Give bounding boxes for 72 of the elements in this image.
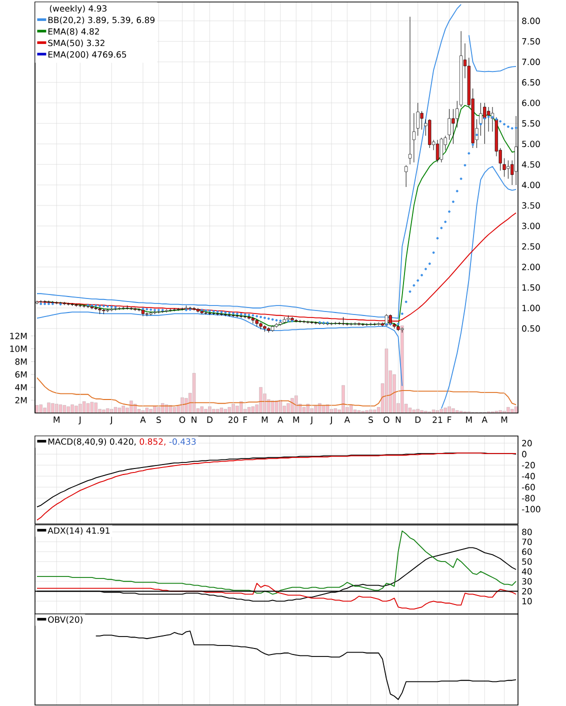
x-tick-label: M: [293, 416, 299, 423]
y2-tick-label: 6M: [15, 371, 27, 378]
y-tick-label: 50: [522, 558, 532, 565]
y2-tick-label: 12M: [10, 332, 27, 340]
y-tick-label: 3.50: [522, 202, 540, 209]
x-tick-label: D: [415, 416, 421, 423]
x-tick-label: O: [384, 416, 390, 423]
y-tick-label: 5.00: [522, 140, 540, 148]
x-tick-label: J: [310, 416, 312, 424]
x-tick-label: M: [54, 416, 60, 423]
y-tick-label: 2.00: [522, 264, 540, 270]
x-tick-label: A: [140, 416, 146, 423]
x-tick-label: D: [207, 416, 213, 423]
legend-label: EMA(200) 4769.65: [48, 51, 126, 59]
y-tick-label: 30: [522, 578, 532, 585]
y-tick-label: 1.50: [522, 284, 540, 291]
legend-label: OBV(20): [48, 616, 82, 624]
chart-title: (weekly) 4.93: [50, 5, 106, 14]
y-tick-label: 0: [522, 450, 526, 458]
x-tick-label: F: [243, 416, 248, 423]
y-tick-label: 8.00: [522, 18, 540, 24]
y-tick-label: 20: [522, 440, 532, 446]
y-tick-label: 4.00: [522, 182, 540, 188]
x-tick-label: J: [110, 416, 112, 424]
y-tick-label: 7.00: [522, 58, 540, 66]
y2-tick-label: 10M: [10, 346, 27, 352]
y-tick-label: 1.00: [522, 304, 540, 312]
y-tick-label: 2.50: [522, 243, 540, 250]
y-tick-label: -40: [522, 472, 535, 480]
x-tick-label: M: [262, 416, 268, 423]
x-tick-label: A: [278, 416, 284, 423]
y2-tick-label: 4M: [15, 384, 27, 390]
x-tick-label: O: [179, 416, 186, 423]
y-tick-label: 3.00: [522, 222, 540, 230]
y-tick-label: 5.50: [522, 120, 540, 127]
x-tick-label: S: [156, 416, 161, 423]
x-tick-label: S: [368, 416, 373, 423]
y2-tick-label: 8M: [15, 358, 27, 365]
y-tick-label: -20: [522, 462, 535, 468]
text: 0.852,: [140, 438, 166, 446]
x-tick-label: J: [330, 416, 332, 424]
y-tick-label: 40: [522, 568, 532, 575]
legend-label: MACD(8,40,9) 0.420,: [48, 438, 136, 446]
y-tick-label: 7.50: [522, 38, 540, 45]
x-tick-label: 20: [228, 416, 238, 423]
x-tick-label: N: [396, 416, 401, 423]
x-tick-label: J: [78, 416, 81, 424]
annotation: -0.433: [169, 438, 196, 445]
x-tick-label: 21: [432, 416, 442, 423]
y-tick-label: 0.50: [522, 325, 540, 332]
x-tick-label: A: [344, 416, 350, 423]
y-tick-label: 6.50: [522, 79, 540, 86]
x-tick-label: F: [448, 416, 452, 423]
x-tick-label: M: [501, 416, 508, 423]
y-tick-label: 4.50: [522, 161, 540, 168]
legend-label: BB(20,2) 3.89, 5.39, 6.89: [48, 16, 155, 24]
y2-tick-label: 2M: [15, 397, 27, 404]
y-tick-label: 20: [522, 588, 532, 594]
y-tick-label: 60: [522, 548, 532, 555]
legend-label: ADX(14) 41.91: [48, 527, 110, 535]
y-tick-label: 70: [522, 538, 532, 546]
y-tick-label: -80: [522, 494, 535, 502]
x-tick-label: A: [482, 416, 488, 423]
y-tick-label: -60: [522, 484, 535, 490]
x-tick-label: M: [466, 416, 472, 423]
y-tick-label: 6.00: [522, 100, 540, 106]
x-tick-label: N: [192, 416, 196, 423]
y-tick-label: -100: [522, 506, 540, 512]
legend-label: SMA(50) 3.32: [48, 40, 104, 48]
y-tick-label: 10: [522, 598, 532, 604]
y-tick-label: 80: [522, 528, 532, 536]
legend-label: EMA(8) 4.82: [48, 28, 99, 36]
